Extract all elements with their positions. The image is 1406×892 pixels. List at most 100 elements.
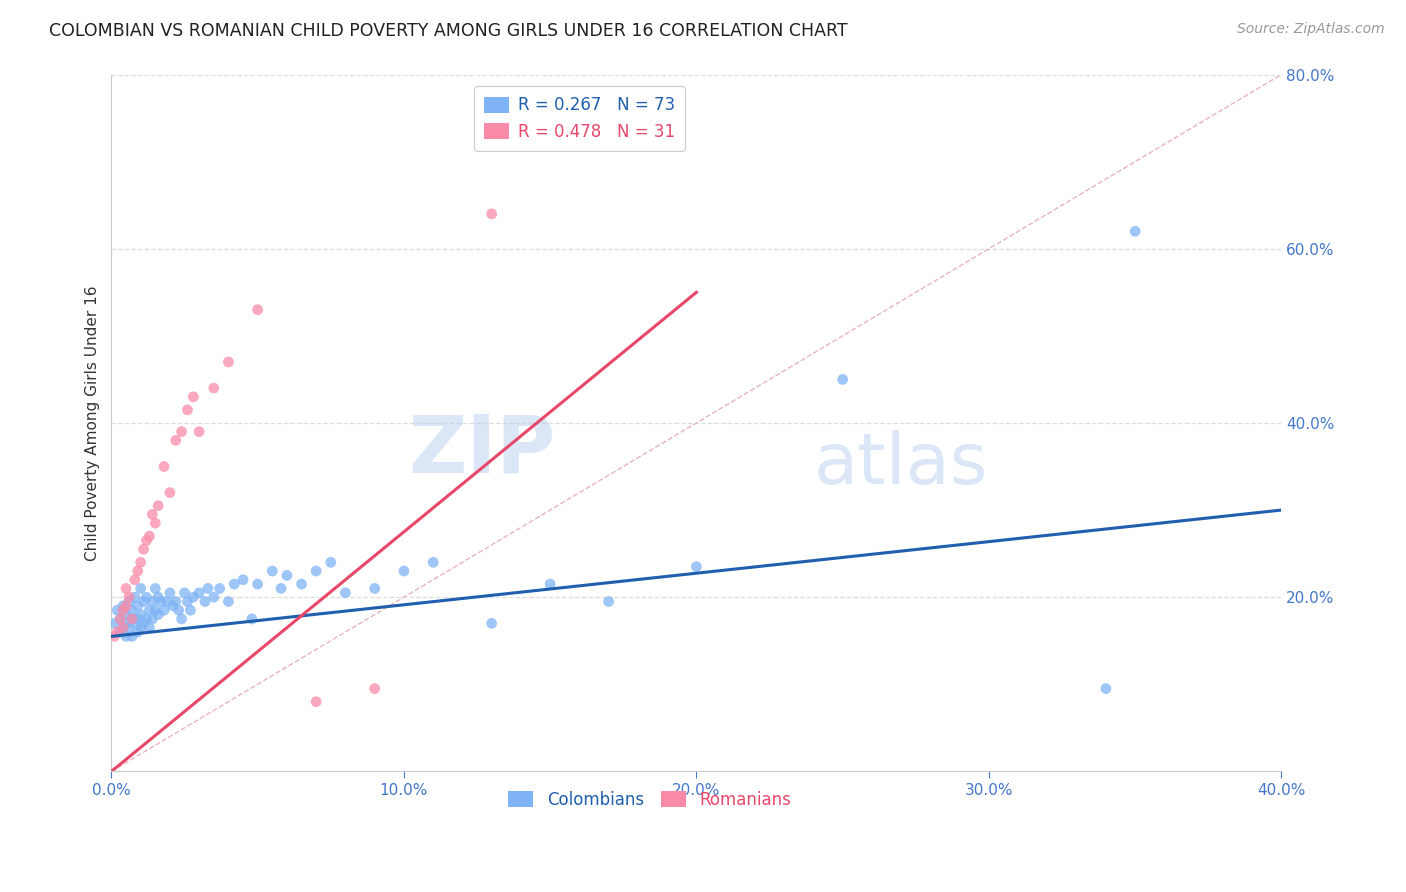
Point: [121, 612, 143, 626]
Point: [141, 508, 163, 522]
Point: [159, 586, 181, 600]
Point: [103, 629, 125, 643]
Point: [1095, 681, 1118, 696]
Text: atlas: atlas: [814, 430, 988, 500]
Point: [246, 302, 269, 317]
Point: [115, 616, 138, 631]
Point: [363, 582, 385, 596]
Point: [148, 590, 170, 604]
Point: [170, 612, 193, 626]
Point: [132, 594, 155, 608]
Point: [1123, 224, 1146, 238]
Point: [112, 621, 135, 635]
Point: [217, 594, 239, 608]
Point: [217, 355, 239, 369]
Point: [150, 594, 173, 608]
Point: [148, 499, 170, 513]
Point: [138, 603, 160, 617]
Point: [108, 625, 131, 640]
Point: [118, 621, 141, 635]
Point: [129, 582, 152, 596]
Point: [208, 582, 231, 596]
Point: [335, 586, 357, 600]
Point: [240, 612, 263, 626]
Point: [270, 582, 292, 596]
Point: [135, 533, 157, 548]
Point: [176, 594, 198, 608]
Point: [129, 621, 152, 635]
Point: [224, 577, 246, 591]
Point: [685, 559, 707, 574]
Point: [159, 485, 181, 500]
Point: [153, 459, 176, 474]
Point: [143, 603, 166, 617]
Point: [105, 625, 128, 640]
Point: [115, 582, 138, 596]
Legend: Colombians, Romanians: Colombians, Romanians: [502, 784, 797, 815]
Point: [132, 616, 155, 631]
Point: [148, 607, 170, 622]
Point: [132, 542, 155, 557]
Point: [181, 590, 204, 604]
Point: [156, 594, 179, 608]
Point: [181, 390, 204, 404]
Point: [202, 590, 225, 604]
Point: [103, 616, 125, 631]
Point: [127, 564, 149, 578]
Point: [170, 425, 193, 439]
Point: [176, 403, 198, 417]
Point: [319, 555, 342, 569]
Point: [115, 599, 138, 613]
Point: [105, 603, 128, 617]
Point: [124, 590, 146, 604]
Point: [141, 594, 163, 608]
Point: [538, 577, 561, 591]
Point: [305, 695, 328, 709]
Point: [831, 372, 853, 386]
Point: [129, 607, 152, 622]
Point: [127, 599, 149, 613]
Point: [141, 612, 163, 626]
Point: [276, 568, 298, 582]
Point: [115, 629, 138, 643]
Point: [392, 564, 415, 578]
Point: [135, 612, 157, 626]
Point: [194, 594, 217, 608]
Point: [138, 529, 160, 543]
Point: [153, 603, 176, 617]
Point: [124, 573, 146, 587]
Point: [173, 586, 195, 600]
Point: [127, 625, 149, 640]
Point: [127, 612, 149, 626]
Point: [165, 434, 187, 448]
Point: [481, 616, 503, 631]
Point: [363, 681, 385, 696]
Point: [202, 381, 225, 395]
Point: [422, 555, 444, 569]
Point: [138, 621, 160, 635]
Point: [188, 586, 211, 600]
Point: [135, 590, 157, 604]
Point: [262, 564, 284, 578]
Point: [124, 616, 146, 631]
Point: [165, 594, 187, 608]
Point: [162, 599, 184, 613]
Point: [188, 425, 211, 439]
Point: [121, 629, 143, 643]
Point: [167, 603, 190, 617]
Point: [121, 603, 143, 617]
Point: [143, 582, 166, 596]
Point: [115, 607, 138, 622]
Point: [481, 207, 503, 221]
Point: [112, 599, 135, 613]
Text: Source: ZipAtlas.com: Source: ZipAtlas.com: [1237, 22, 1385, 37]
Point: [143, 516, 166, 530]
Y-axis label: Child Poverty Among Girls Under 16: Child Poverty Among Girls Under 16: [86, 285, 100, 561]
Point: [598, 594, 620, 608]
Text: COLOMBIAN VS ROMANIAN CHILD POVERTY AMONG GIRLS UNDER 16 CORRELATION CHART: COLOMBIAN VS ROMANIAN CHILD POVERTY AMON…: [49, 22, 848, 40]
Point: [290, 577, 312, 591]
Point: [118, 590, 141, 604]
Point: [197, 582, 219, 596]
Point: [246, 577, 269, 591]
Text: ZIP: ZIP: [409, 412, 555, 490]
